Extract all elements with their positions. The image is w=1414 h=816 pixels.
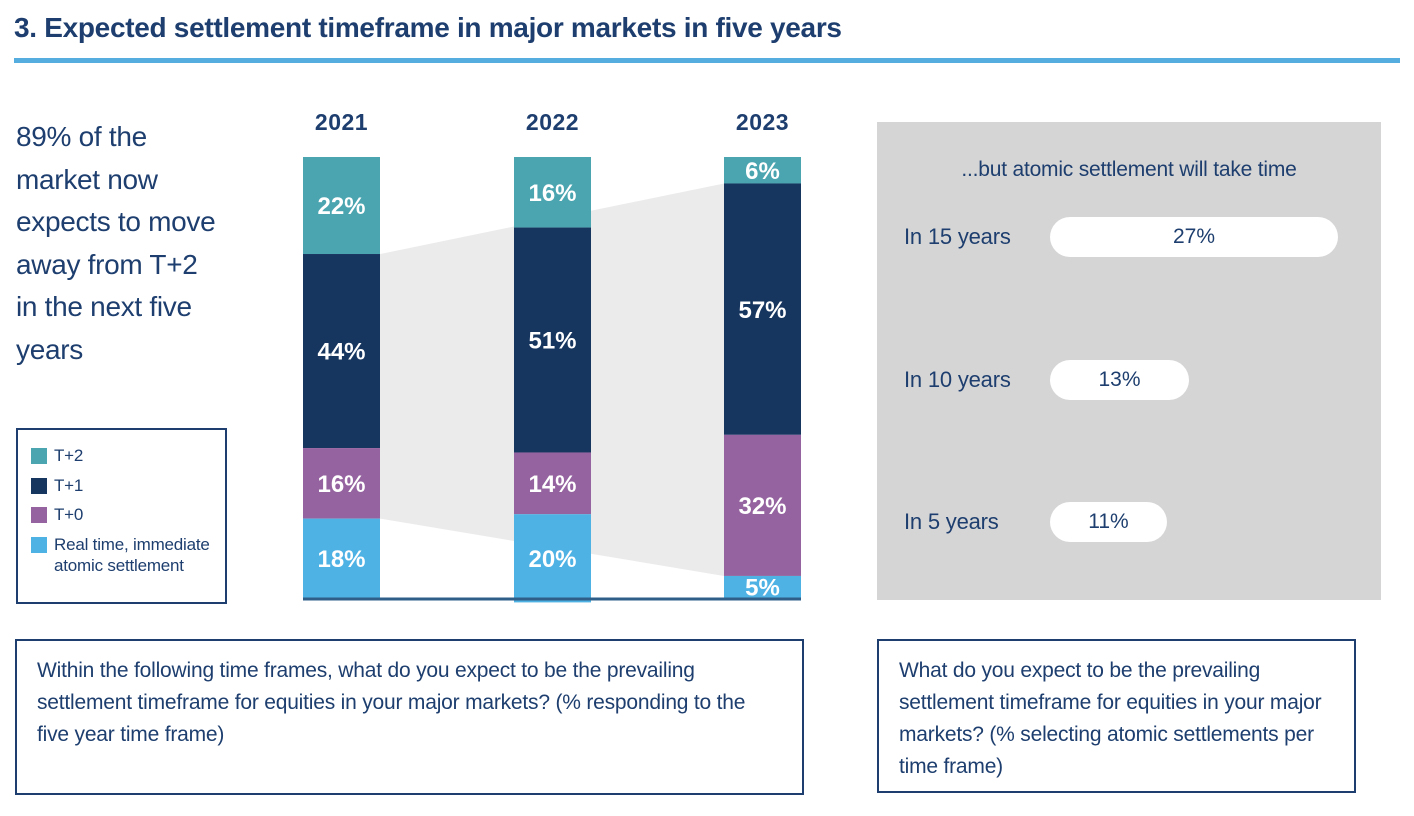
bar-segment <box>303 254 380 449</box>
segment-value-label: 16% <box>528 180 576 207</box>
segment-value-label: 57% <box>738 297 786 324</box>
bar-segment <box>303 518 380 598</box>
pill-value-bar: 27% <box>1050 217 1338 257</box>
segment-value-label: 51% <box>528 328 576 355</box>
bar-segment <box>724 157 801 184</box>
legend-swatch-icon <box>31 448 47 464</box>
legend-item: Real time, immediate atomic settlement <box>31 535 213 576</box>
bar-segment <box>724 434 801 576</box>
bar-segment <box>303 157 380 255</box>
legend-item: T+1 <box>31 476 213 497</box>
segment-value-label: 32% <box>738 493 786 520</box>
segment-value-label: 18% <box>317 546 365 573</box>
bar-segment <box>724 575 801 598</box>
question-text-right: What do you expect to be the prevailing … <box>877 639 1356 793</box>
bar-segment <box>724 183 801 435</box>
segment-value-label: 44% <box>317 339 365 366</box>
legend-label: T+2 <box>54 446 84 465</box>
legend-swatch-icon <box>31 507 47 524</box>
bar-segment <box>514 157 591 228</box>
segment-value-label: 14% <box>528 471 576 498</box>
legend-swatch-icon <box>31 477 47 494</box>
segment-value-label: 16% <box>317 471 365 498</box>
pill-row-label: In 15 years <box>904 224 1011 249</box>
legend-swatch-icon <box>31 537 47 554</box>
year-label: 2021 <box>315 109 368 135</box>
year-label: 2023 <box>736 109 789 135</box>
bar-segment <box>514 514 591 603</box>
page-title: 3. Expected settlement timeframe in majo… <box>14 12 842 43</box>
pill-row-label: In 10 years <box>904 367 1011 392</box>
question-text-left: Within the following time frames, what d… <box>15 639 804 795</box>
legend-label: Real time, immediate atomic settlement <box>54 535 210 575</box>
legend-item: T+0 <box>31 505 213 526</box>
legend-item: T+2 <box>31 446 213 467</box>
bar-segment <box>303 448 380 519</box>
segment-value-label: 6% <box>745 158 780 185</box>
pill-row-label: In 5 years <box>904 509 999 534</box>
segment-value-label: 5% <box>745 575 780 602</box>
stacked-bar-chart: 2021 22% 44% 16% 18% 2022 16% 51% 14% 20% 2023 6% 57… <box>303 109 801 603</box>
chart-legend: T+2 T+1 T+0 Real time, immediate atomic set… <box>16 428 227 604</box>
legend-label: T+1 <box>54 475 84 495</box>
bar-segment <box>514 227 591 453</box>
key-stat-text: 89% of the market now expects to move aw… <box>16 121 216 365</box>
year-label: 2022 <box>526 109 579 135</box>
pill-value-bar: 11% <box>1050 502 1167 542</box>
pill-value-bar: 13% <box>1050 360 1189 400</box>
legend-label: T+0 <box>54 505 84 525</box>
segment-value-label: 20% <box>528 546 576 573</box>
segment-value-label: 22% <box>317 193 365 220</box>
panel-title: ...but atomic settlement will take time <box>961 158 1297 181</box>
bar-segment <box>514 452 591 515</box>
title-underline-rule <box>14 58 1400 63</box>
atomic-settlement-panel: ...but atomic settlement will take time … <box>877 122 1381 600</box>
